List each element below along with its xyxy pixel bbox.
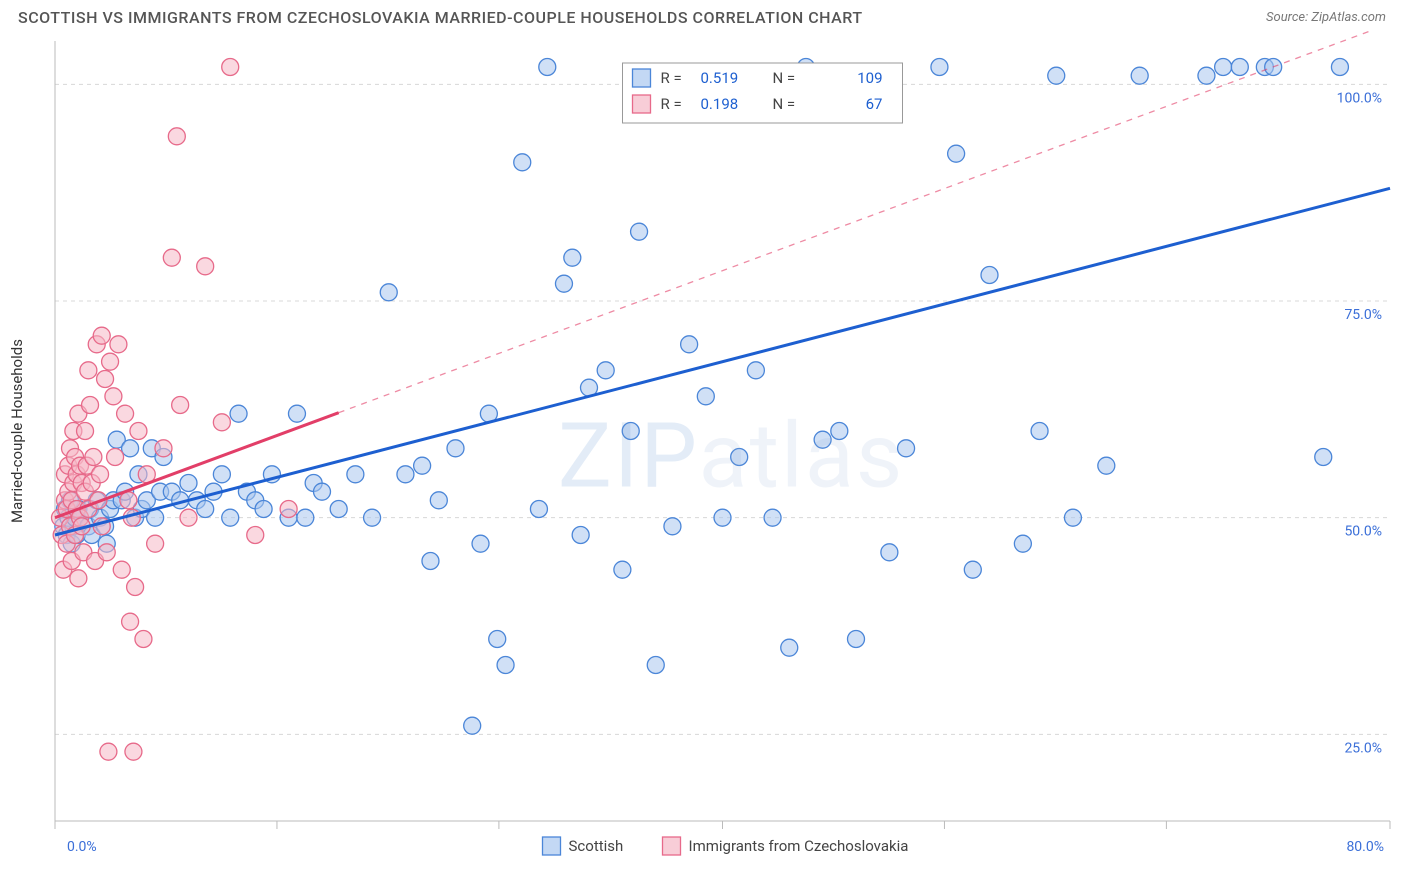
svg-text:80.0%: 80.0% — [1346, 839, 1384, 855]
svg-text:N =: N = — [773, 95, 796, 113]
title-bar: SCOTTISH VS IMMIGRANTS FROM CZECHOSLOVAK… — [0, 0, 1406, 31]
svg-text:N =: N = — [773, 69, 796, 87]
chart-title: SCOTTISH VS IMMIGRANTS FROM CZECHOSLOVAK… — [18, 8, 863, 27]
svg-text:50.0%: 50.0% — [1344, 524, 1382, 540]
source-label: Source: ZipAtlas.com — [1266, 10, 1386, 25]
svg-text:R =: R = — [661, 95, 682, 113]
svg-text:25.0%: 25.0% — [1344, 740, 1382, 756]
svg-text:R =: R = — [661, 69, 682, 87]
svg-text:109: 109 — [857, 69, 882, 87]
svg-text:0.519: 0.519 — [701, 69, 739, 87]
svg-text:75.0%: 75.0% — [1344, 307, 1382, 323]
svg-text:Married-couple Households: Married-couple Households — [8, 339, 26, 523]
svg-text:0.198: 0.198 — [701, 95, 739, 113]
svg-text:Immigrants from Czechoslovakia: Immigrants from Czechoslovakia — [689, 837, 909, 855]
scatter-chart: 25.0% 50.0% 75.0% 100.0% 0.0% 80.0% Married-co… — [0, 31, 1406, 881]
svg-text:67: 67 — [866, 95, 883, 113]
svg-text:100.0%: 100.0% — [1337, 90, 1382, 106]
svg-text:Scottish: Scottish — [569, 837, 624, 855]
svg-text:0.0%: 0.0% — [67, 839, 97, 855]
chart-container: 25.0% 50.0% 75.0% 100.0% 0.0% 80.0% Married-co… — [0, 31, 1406, 881]
